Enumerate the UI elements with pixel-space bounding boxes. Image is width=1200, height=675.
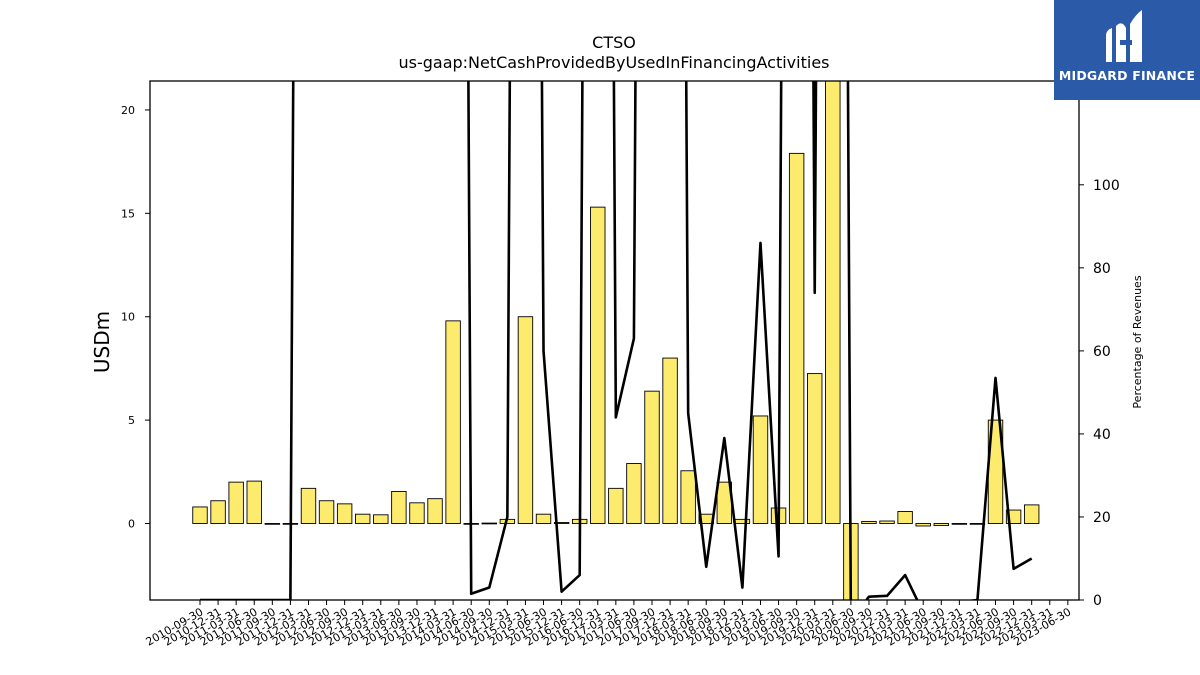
bar-2021-09-30	[933, 523, 949, 527]
bar-2011-06-30	[246, 480, 262, 524]
y2-tick-label-40: 40	[1093, 427, 1111, 443]
bar-2015-06-30	[535, 513, 552, 524]
bar-2014-09-30	[481, 522, 497, 525]
bar-2020-09-30	[861, 520, 877, 524]
bar-2017-12-31	[662, 357, 678, 524]
y-tick-label-20: 20	[121, 104, 135, 117]
y2-tick-label-20: 20	[1093, 510, 1111, 526]
bar-2012-03-31	[300, 487, 317, 524]
bar-2014-03-31	[445, 320, 461, 524]
percentage-line	[200, 81, 1033, 600]
y-axis-label: USDm	[90, 311, 114, 373]
bar-2012-09-30	[336, 503, 353, 524]
bar-2017-03-31	[608, 487, 624, 524]
bar-2013-06-30	[391, 490, 407, 524]
bar-2019-09-30	[788, 152, 805, 524]
y-tick-label-0: 0	[128, 517, 135, 530]
y-tick-label-10: 10	[121, 311, 135, 324]
chart-title: CTSO	[592, 33, 636, 52]
bar-2021-06-30	[915, 523, 931, 527]
bar-2019-03-31	[752, 415, 769, 524]
bar-2021-12-31	[951, 523, 968, 525]
bar-2013-03-31	[373, 514, 389, 524]
line-series	[200, 81, 1033, 600]
y2-tick-label-80: 80	[1093, 261, 1111, 277]
right-axis: 0 20 40 60 80 100	[1079, 178, 1120, 609]
bar-2011-03-31	[228, 481, 244, 524]
y2-axis-label: Percentage of Revenues	[1131, 275, 1144, 408]
bar-2020-12-31	[879, 520, 895, 524]
bar-2013-09-30	[409, 502, 425, 524]
bar-2010-12-31	[210, 500, 226, 524]
bar-2016-12-31	[590, 206, 606, 524]
brand-logo: MIDGARD FINANCE	[1054, 0, 1200, 100]
bar-2012-12-31	[355, 513, 371, 524]
plot-frame	[149, 80, 1080, 601]
left-axis: 0 5 10 15 20	[121, 104, 150, 530]
logo-text: MIDGARD FINANCE	[1058, 68, 1196, 83]
bar-2022-12-31	[1023, 504, 1040, 524]
y2-tick-label-100: 100	[1093, 178, 1120, 194]
y2-tick-label-0: 0	[1093, 593, 1102, 609]
bar-2017-06-30	[626, 463, 642, 524]
bar-2012-06-30	[318, 500, 335, 524]
bar-2011-09-30	[264, 523, 281, 525]
y-tick-label-5: 5	[128, 414, 135, 427]
chart-subtitle: us-gaap:NetCashProvidedByUsedInFinancing…	[398, 53, 829, 72]
bar-2019-12-31	[807, 373, 823, 524]
bar-2020-03-31	[825, 81, 841, 524]
bar-2010-09-30	[192, 506, 208, 524]
y-tick-label-15: 15	[121, 207, 135, 220]
x-axis: 2010-09-302010-12-312011-03-312011-06-30…	[144, 600, 1073, 649]
logo-mark-icon	[1106, 10, 1142, 62]
bar-2021-03-31	[897, 511, 913, 524]
bar-2018-03-31	[680, 470, 696, 524]
bar-2015-12-31	[553, 522, 570, 524]
bar-2013-12-31	[427, 498, 443, 524]
bar-2017-09-30	[644, 390, 660, 524]
bar-2015-03-31	[517, 316, 534, 524]
bar-2018-12-31	[734, 518, 751, 524]
y2-tick-label-60: 60	[1093, 344, 1111, 360]
bar-series	[192, 81, 1040, 600]
